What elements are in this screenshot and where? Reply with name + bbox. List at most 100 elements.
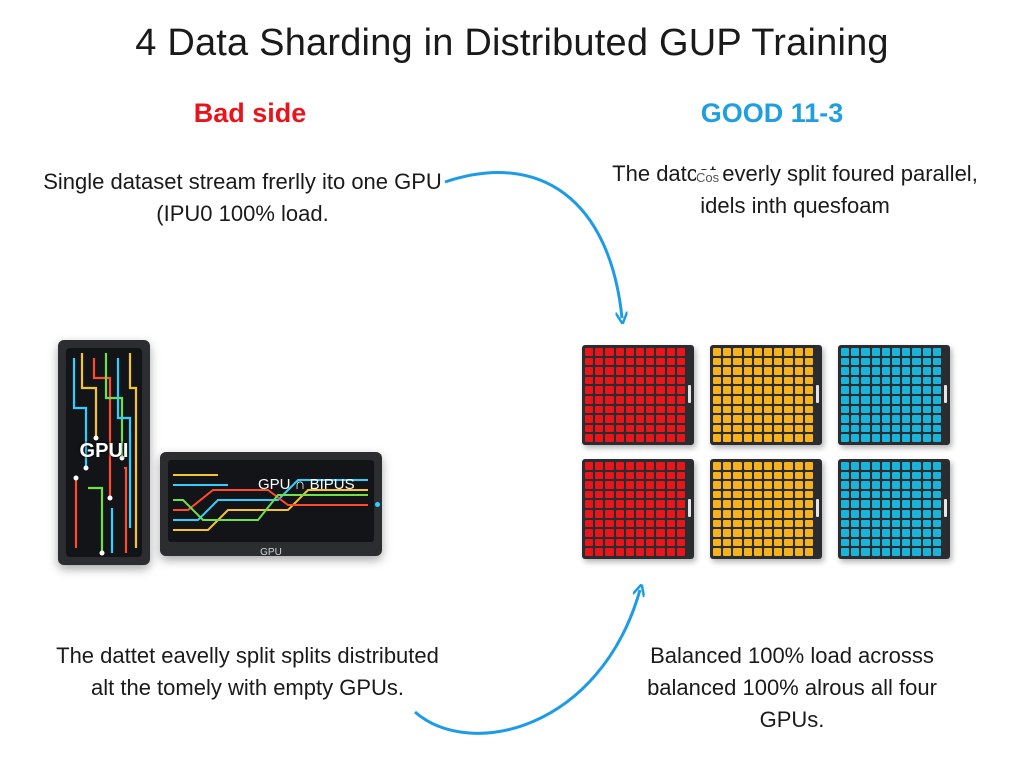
grid-cell xyxy=(713,538,722,547)
grid-cell xyxy=(753,405,762,414)
grid-cell xyxy=(713,434,722,442)
grid-cell xyxy=(743,395,752,404)
grid-cell xyxy=(861,415,870,423)
grid-cell xyxy=(646,462,655,470)
grid-cell xyxy=(753,395,762,404)
grid-cell xyxy=(635,538,645,547)
grid-cell xyxy=(723,367,732,375)
grid-cell xyxy=(605,386,614,394)
grid-cell xyxy=(713,367,722,375)
grid-cell xyxy=(881,424,890,433)
grid-cell xyxy=(723,519,732,528)
grid-cell xyxy=(841,519,850,528)
grid-cell xyxy=(912,395,921,404)
grid-cell xyxy=(635,386,645,394)
grid-cell xyxy=(861,357,870,366)
grid-cell xyxy=(753,386,762,394)
grid-cell xyxy=(891,462,901,470)
grid-cell xyxy=(743,357,752,366)
grid-cell xyxy=(902,490,911,499)
grid-cell xyxy=(891,490,901,499)
grid-cell xyxy=(723,471,732,480)
grid-cell xyxy=(656,500,665,508)
grid-cell xyxy=(891,348,901,356)
grid-cell xyxy=(676,348,685,356)
grid-cell xyxy=(804,548,813,556)
grid-cell xyxy=(851,348,860,356)
grid-cell xyxy=(733,405,742,414)
grid-cell xyxy=(861,509,870,518)
grid-cell xyxy=(723,548,732,556)
grid-cell xyxy=(861,376,870,385)
grid-cell xyxy=(635,405,645,414)
grid-cell xyxy=(625,500,634,508)
grid-cell xyxy=(794,376,803,385)
good-side-heading: GOOD 11-3 xyxy=(700,98,844,128)
grid-cell xyxy=(763,500,773,508)
grid-cell xyxy=(595,548,604,556)
grid-cell xyxy=(595,357,604,366)
grid-cell xyxy=(605,462,614,470)
grid-cell xyxy=(912,348,921,356)
gpu-board-footer: GPU xyxy=(260,547,282,558)
grid-cell xyxy=(743,538,752,547)
grid-cell xyxy=(912,529,921,537)
grid-cell xyxy=(585,481,594,489)
grid-cell xyxy=(804,529,813,537)
grid-cell xyxy=(733,538,742,547)
grid-cell xyxy=(646,405,655,414)
grid-cell xyxy=(794,500,803,508)
grid-cell xyxy=(585,509,594,518)
grid-cell xyxy=(713,376,722,385)
grid-cell xyxy=(932,376,941,385)
grid-cell xyxy=(615,500,624,508)
grid-cell xyxy=(733,376,742,385)
grid-cell xyxy=(646,490,655,499)
grid-cell xyxy=(891,500,901,508)
grid-cell xyxy=(743,529,752,537)
grid-cell xyxy=(743,434,752,442)
grid-cell xyxy=(841,509,850,518)
grid-cell xyxy=(794,481,803,489)
grid-cell xyxy=(774,490,783,499)
grid-cell xyxy=(784,348,793,356)
grid-cell xyxy=(595,434,604,442)
grid-cell xyxy=(851,386,860,394)
grid-cell xyxy=(753,415,762,423)
grid-cell xyxy=(774,376,783,385)
grid-cell xyxy=(784,471,793,480)
grid-cell xyxy=(763,424,773,433)
grid-cell xyxy=(666,415,675,423)
grid-cell xyxy=(881,395,890,404)
top-arrow xyxy=(444,171,622,318)
grid-cell xyxy=(841,367,850,375)
grid-cell xyxy=(804,471,813,480)
grid-cell xyxy=(784,434,793,442)
grid-cell xyxy=(922,509,931,518)
grid-cell xyxy=(625,481,634,489)
grid-cell xyxy=(753,529,762,537)
stray-label: Cos xyxy=(696,170,720,185)
grid-cell xyxy=(804,376,813,385)
grid-cell xyxy=(733,519,742,528)
grid-cell xyxy=(713,509,722,518)
grid-cell xyxy=(902,538,911,547)
grid-cell xyxy=(871,434,880,442)
grid-cell xyxy=(784,509,793,518)
grid-cell xyxy=(841,462,850,470)
grid-cell xyxy=(625,490,634,499)
grid-cell xyxy=(804,490,813,499)
grid-cell xyxy=(861,538,870,547)
grid-cell xyxy=(912,500,921,508)
grid-cell xyxy=(841,481,850,489)
grid-cell xyxy=(656,405,665,414)
grid-cell xyxy=(774,357,783,366)
grid-cell xyxy=(656,548,665,556)
grid-cell xyxy=(743,462,752,470)
grid-cell xyxy=(723,405,732,414)
grid-cell xyxy=(902,386,911,394)
grid-cell xyxy=(881,490,890,499)
grid-cell xyxy=(861,405,870,414)
grid-cell xyxy=(902,462,911,470)
grid-cell xyxy=(646,395,655,404)
